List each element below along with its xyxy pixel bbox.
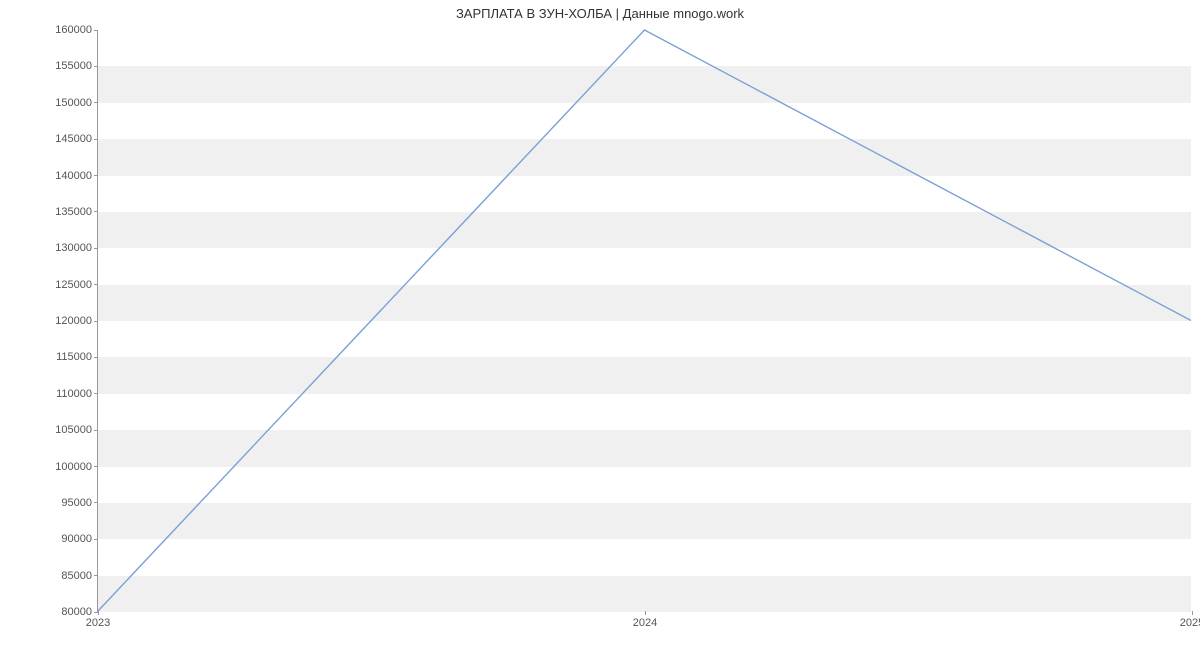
y-tick-label: 95000	[61, 497, 92, 509]
y-tick-mark	[94, 539, 98, 540]
plot-area: 8000085000900009500010000010500011000011…	[97, 30, 1191, 612]
y-tick-label: 110000	[56, 388, 92, 400]
y-tick-label: 100000	[55, 461, 92, 473]
x-tick-mark	[98, 611, 99, 615]
y-tick-mark	[94, 30, 98, 31]
y-tick-mark	[94, 393, 98, 394]
chart-title: ЗАРПЛАТА В ЗУН-ХОЛБА | Данные mnogo.work	[0, 6, 1200, 21]
salary-line-chart: ЗАРПЛАТА В ЗУН-ХОЛБА | Данные mnogo.work…	[0, 0, 1200, 650]
y-tick-mark	[94, 502, 98, 503]
y-tick-label: 115000	[56, 351, 92, 363]
y-tick-label: 105000	[55, 424, 92, 436]
y-tick-mark	[94, 284, 98, 285]
x-tick-label: 2025	[1180, 617, 1200, 629]
x-tick-label: 2024	[633, 617, 657, 629]
y-tick-label: 85000	[61, 570, 92, 582]
y-tick-label: 145000	[55, 133, 92, 145]
y-tick-mark	[94, 248, 98, 249]
series-line-salary	[98, 30, 1191, 611]
y-tick-mark	[94, 321, 98, 322]
y-tick-label: 125000	[55, 279, 92, 291]
y-tick-mark	[94, 66, 98, 67]
x-tick-mark	[1192, 611, 1193, 615]
y-tick-label: 160000	[55, 24, 92, 36]
y-tick-mark	[94, 211, 98, 212]
y-tick-mark	[94, 175, 98, 176]
y-tick-mark	[94, 102, 98, 103]
y-tick-label: 150000	[55, 97, 92, 109]
y-tick-mark	[94, 357, 98, 358]
y-tick-label: 155000	[55, 60, 92, 72]
y-tick-label: 120000	[55, 315, 92, 327]
line-series-layer	[98, 30, 1191, 611]
x-tick-mark	[645, 611, 646, 615]
y-tick-mark	[94, 575, 98, 576]
y-tick-mark	[94, 466, 98, 467]
x-tick-label: 2023	[86, 617, 110, 629]
y-tick-mark	[94, 139, 98, 140]
y-tick-label: 130000	[55, 242, 92, 254]
y-tick-mark	[94, 430, 98, 431]
y-tick-label: 90000	[61, 533, 92, 545]
y-tick-label: 135000	[55, 206, 92, 218]
y-tick-label: 140000	[55, 170, 92, 182]
